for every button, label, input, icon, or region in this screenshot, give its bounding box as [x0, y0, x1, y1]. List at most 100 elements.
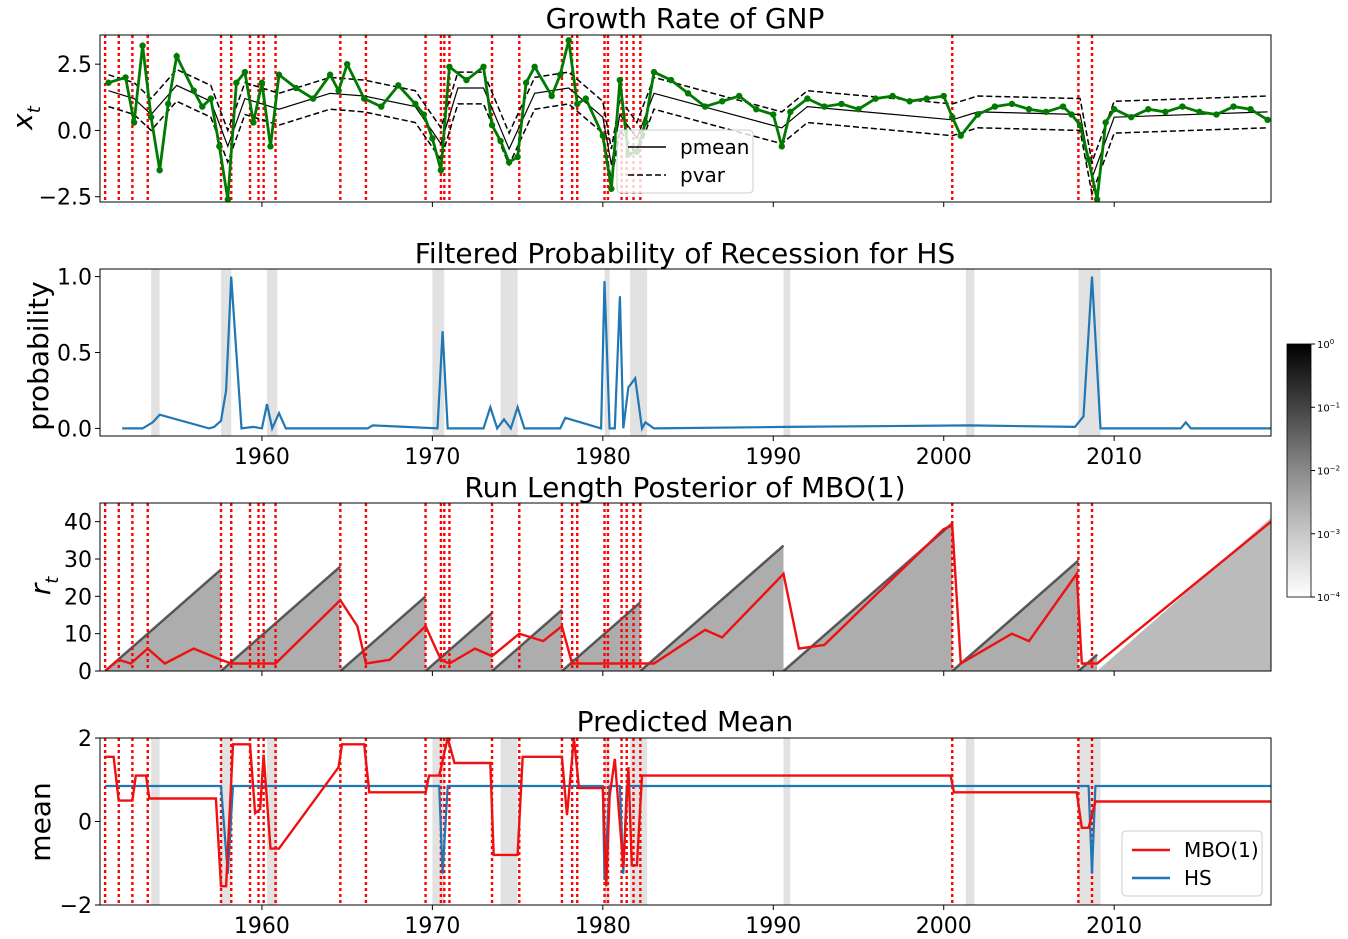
observed-point — [522, 79, 530, 86]
observed-point — [505, 159, 513, 166]
xtick-label: 1990 — [745, 914, 801, 939]
observed-point — [326, 71, 334, 78]
ytick-label: 0 — [78, 811, 92, 836]
observed-point — [378, 103, 385, 110]
observed-point — [1085, 156, 1092, 163]
pvar-lower-line — [108, 100, 1268, 197]
runlength-diagonal — [951, 559, 1080, 671]
recession-band — [432, 738, 445, 905]
observed-point — [199, 103, 206, 110]
colorbar: 100 10−1 10−2 10−3 10−4 — [1286, 338, 1341, 604]
pvar-upper-line — [108, 68, 1268, 166]
probability-axes-frame — [99, 268, 1272, 437]
observed-point — [233, 79, 240, 86]
observed-point — [787, 108, 794, 116]
runlength-heatmap — [104, 517, 1271, 671]
observed-point — [599, 132, 607, 139]
ytick-label: 2.5 — [57, 53, 92, 78]
observed-point — [1059, 103, 1067, 110]
observed-point — [957, 132, 964, 139]
ytick-label: 0.5 — [57, 342, 92, 367]
mean-xticks: 1960 1970 1980 1990 2000 2010 — [234, 905, 1142, 939]
observed-point — [1076, 121, 1084, 129]
runlength-xticks — [261, 671, 1115, 676]
observed-point — [949, 113, 956, 121]
growth-title: Growth Rate of GNP — [546, 2, 825, 35]
observed-point — [173, 53, 180, 60]
observed-point — [437, 166, 445, 174]
growth-axes-frame — [99, 34, 1272, 203]
recession-band — [783, 738, 791, 905]
observed-point — [923, 95, 930, 102]
observed-point — [701, 103, 709, 110]
legend-pvar-label: pvar — [680, 163, 726, 187]
observed-point — [1008, 100, 1016, 108]
runlength-mass — [1097, 517, 1271, 671]
observed-point — [488, 121, 496, 129]
runlength-change-points — [103, 503, 1094, 671]
runlength-series — [104, 520, 1271, 671]
xtick-label: 1960 — [234, 445, 290, 470]
xtick-label: 1960 — [234, 914, 290, 939]
runlength-diagonal — [339, 595, 427, 671]
ytick-label: 1.0 — [57, 266, 92, 291]
legend-pmean-label: pmean — [680, 135, 749, 159]
observed-point — [275, 71, 283, 78]
colorbar-tick-label: 10−4 — [1317, 591, 1341, 604]
observed-point — [991, 103, 999, 110]
observed-point — [412, 100, 419, 108]
observed-point — [1264, 116, 1271, 124]
recession-band — [965, 738, 975, 905]
ytick-label: 2 — [78, 727, 92, 752]
probability-yticks: 1.0 0.5 0.0 — [57, 266, 100, 442]
observed-point — [608, 185, 615, 192]
observed-point — [514, 153, 521, 161]
colorbar-tick-label: 10−1 — [1317, 401, 1340, 414]
xtick-label: 2010 — [1086, 914, 1142, 939]
recession-band — [965, 269, 975, 436]
observed-point — [684, 90, 692, 97]
xtick-label: 1980 — [575, 445, 631, 470]
colorbar-tick-label: 10−2 — [1317, 465, 1340, 478]
observed-point — [642, 119, 649, 126]
observed-point — [1162, 108, 1169, 116]
mean-recession-shading — [151, 738, 1101, 905]
observed-point — [1196, 108, 1203, 116]
ytick-label: 0.0 — [57, 119, 92, 144]
colorbar-tick-label: 10−3 — [1317, 528, 1340, 541]
runlength-ylabel: rt — [24, 576, 63, 596]
observed-point — [250, 119, 257, 126]
observed-point — [574, 100, 581, 108]
observed-point — [216, 143, 223, 150]
observed-point — [1145, 106, 1152, 113]
observed-point — [147, 113, 155, 121]
colorbar-tick-label: 100 — [1317, 338, 1334, 351]
recession-band — [783, 269, 791, 436]
ytick-label: 0 — [78, 660, 92, 685]
observed-point — [1102, 119, 1109, 126]
probability-series — [122, 276, 1271, 432]
observed-point — [940, 92, 947, 100]
growth-legend-box — [616, 129, 754, 194]
mean-axes-frame — [99, 737, 1272, 906]
runlength-diagonal — [424, 611, 493, 671]
runlength-diagonal — [220, 565, 342, 671]
observed-point — [735, 92, 743, 100]
observed-point — [718, 98, 726, 105]
observed-point — [838, 100, 845, 108]
runlength-title: Run Length Posterior of MBO(1) — [464, 471, 905, 504]
xtick-label: 1990 — [745, 445, 801, 470]
hs-probability-line — [122, 276, 1271, 432]
observed-point — [1110, 106, 1118, 113]
observed-point — [753, 106, 760, 113]
observed-point — [267, 143, 274, 150]
growth-yticks: 2.5 0.0 −2.5 — [39, 53, 100, 211]
observed-point — [463, 76, 470, 84]
runlength-diagonal — [491, 608, 563, 671]
ytick-label: 0.0 — [57, 417, 92, 442]
observed-point — [778, 143, 786, 150]
recession-band — [432, 269, 445, 436]
observed-point — [667, 76, 675, 84]
xtick-label: 1970 — [404, 445, 460, 470]
observed-point — [420, 111, 428, 118]
